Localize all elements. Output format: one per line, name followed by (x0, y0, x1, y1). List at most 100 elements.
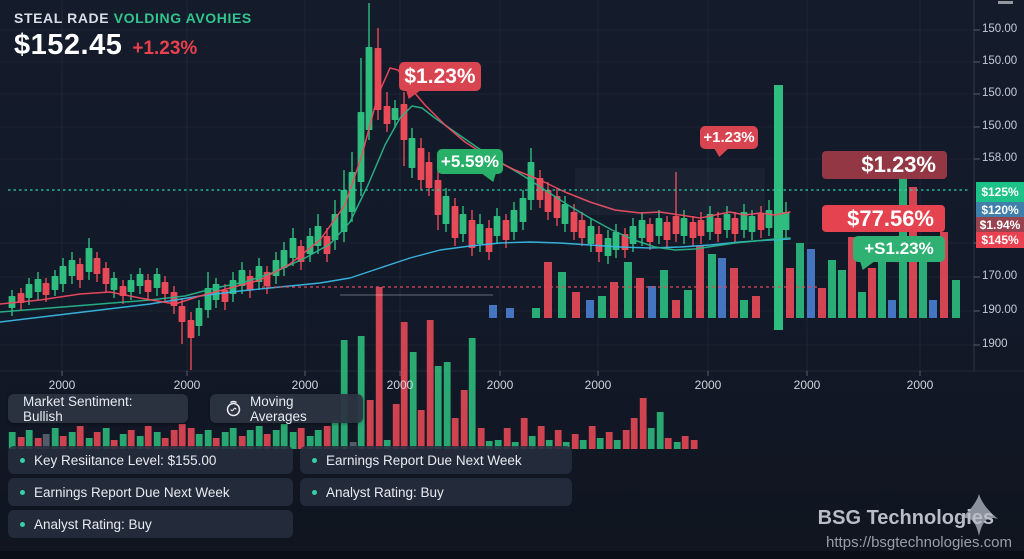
volume-bar (818, 288, 826, 318)
volume-bar (848, 237, 856, 318)
volume-bar (624, 262, 632, 318)
volume-bar (489, 305, 497, 318)
candle (8, 296, 16, 308)
volume-bar (868, 268, 876, 318)
volume-bar (718, 258, 726, 318)
instrument-header: STEAL RADE VOLDING AVOHIES $152.45 +1.23… (14, 10, 252, 62)
volume-bar (730, 268, 738, 318)
candle (434, 180, 442, 215)
moving-averages-icon (225, 400, 242, 417)
volume-bar (323, 426, 331, 449)
candle (468, 220, 476, 248)
volume-bar (409, 352, 417, 449)
candle (161, 282, 169, 294)
volume-bar (59, 436, 67, 449)
x-axis-tick-label: 2000 (694, 378, 722, 392)
candle (42, 283, 50, 295)
volume-bar (187, 428, 195, 449)
info-list-item: Analyst Rating: Buy (300, 478, 572, 506)
volume-bar (656, 412, 664, 449)
volume-bar (681, 436, 689, 449)
volume-bar (477, 428, 485, 449)
volume-bar (238, 436, 246, 449)
volume-bar (366, 400, 374, 449)
volume-bar (161, 438, 169, 449)
candle (595, 234, 603, 252)
volume-bar (858, 292, 866, 318)
volume-bar (119, 434, 127, 449)
volume-bar (297, 428, 305, 449)
volume-bar (127, 430, 135, 449)
price-tag: $120% (976, 202, 1024, 217)
candle (587, 226, 595, 244)
y-axis-tick-label: 150.00 (982, 55, 1018, 67)
candle (612, 232, 620, 250)
volume-bar (528, 436, 536, 449)
volume-bar (314, 430, 322, 449)
candle (365, 47, 373, 130)
candle (510, 210, 518, 232)
volume-bar (306, 436, 314, 449)
volume-bar (357, 336, 365, 449)
market-sentiment-button[interactable]: Market Sentiment: Bullish (8, 394, 188, 424)
volume-bar (545, 440, 553, 449)
y-axis-tick-label: 150.00 (982, 87, 1018, 99)
candle (680, 218, 688, 236)
info-list-item-label: Earnings Report Due Next Week (326, 452, 522, 468)
volume-bar (110, 440, 118, 449)
candle (25, 284, 33, 298)
volume-bar (144, 426, 152, 449)
candle (425, 162, 433, 188)
volume-bar (221, 432, 229, 449)
volume-bar (331, 420, 339, 449)
candle (272, 260, 280, 276)
moving-averages-button[interactable]: Moving Averages (210, 393, 363, 424)
volume-bar (940, 232, 948, 318)
volume-bar (494, 440, 502, 449)
volume-bar (532, 308, 540, 318)
volume-bar (375, 287, 383, 449)
price-tag: $1.94% (976, 217, 1024, 232)
candle (76, 264, 84, 280)
volume-bar (178, 424, 186, 449)
candle (706, 214, 714, 232)
x-axis-tick-label: 2000 (486, 378, 514, 392)
volume-bar (263, 434, 271, 449)
volume-bar (796, 243, 804, 318)
volume-bar (648, 286, 656, 318)
volume-bar (572, 292, 580, 318)
candle (17, 293, 25, 303)
volume-bar (647, 428, 655, 449)
candle (731, 218, 739, 234)
volume-bar (888, 300, 896, 318)
candle (59, 266, 67, 284)
info-list-item-label: Key Resiitance Level: $155.00 (34, 452, 217, 468)
volume-bar (919, 262, 927, 318)
volume-bar (613, 440, 621, 449)
watermark-url-link[interactable]: https://bsgtechnologies.com (826, 534, 1012, 551)
x-axis-tick-label: 2000 (906, 378, 934, 392)
candle (553, 196, 561, 218)
volume-bar (878, 252, 886, 318)
candle (502, 220, 510, 240)
y-axis-tick-label: 158.00 (982, 152, 1018, 164)
candle (408, 138, 416, 168)
candle (170, 292, 178, 306)
price-tag: $145% (976, 232, 1024, 248)
candle (442, 196, 450, 224)
candle (663, 222, 671, 240)
volume-bar (506, 308, 514, 318)
volume-bar (289, 432, 297, 449)
volume-bar (85, 438, 93, 449)
candle (85, 248, 93, 272)
volume-bar (596, 438, 604, 449)
candle (102, 268, 110, 284)
volume-bar (639, 398, 647, 449)
volume-bar (229, 428, 237, 449)
candle (187, 320, 195, 338)
bsg-logo-icon (959, 494, 999, 536)
moving-averages-label: Moving Averages (250, 393, 307, 424)
annotation-bubble-green-right: +S1.23% (853, 236, 945, 262)
